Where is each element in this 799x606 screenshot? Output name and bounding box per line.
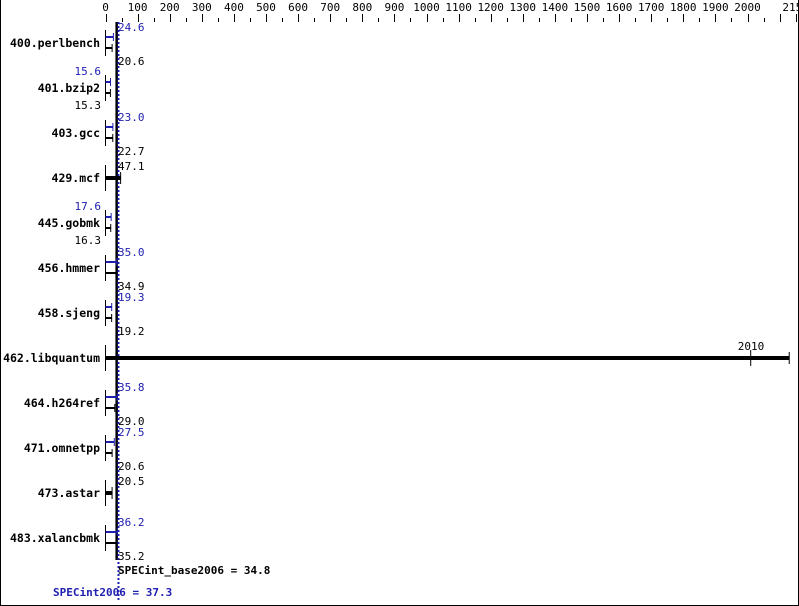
base-bar-429-mcf	[105, 176, 121, 180]
x-tick-label: 1600	[606, 1, 633, 14]
peak-value-label: 23.0	[118, 111, 145, 124]
base-value-label: 20.5	[118, 475, 145, 488]
peak-value-label: 36.2	[118, 516, 145, 529]
peak-value-label: 24.6	[118, 21, 145, 34]
x-tick-label: 200	[160, 1, 180, 14]
x-tick-label: 1000	[413, 1, 440, 14]
base-value-label: 15.3	[75, 99, 102, 112]
peak-value-label: 35.0	[118, 246, 145, 259]
summary-base-label: SPECint_base2006 = 34.8	[118, 564, 270, 577]
peak-value-label: 17.6	[75, 200, 102, 213]
x-tick-label: 700	[320, 1, 340, 14]
benchmark-label-458-sjeng: 458.sjeng	[38, 306, 100, 320]
benchmark-label-464-h264ref: 464.h264ref	[24, 396, 100, 410]
benchmark-label-401-bzip2: 401.bzip2	[38, 81, 100, 95]
benchmark-label-429-mcf: 429.mcf	[52, 171, 101, 185]
x-tick-label: 400	[224, 1, 244, 14]
x-tick-label: 1300	[510, 1, 537, 14]
x-tick-label: 500	[256, 1, 276, 14]
base-value-label: 20.6	[118, 55, 145, 68]
peak-value-label: 35.8	[118, 381, 145, 394]
x-tick-label: 0	[102, 1, 109, 14]
base-value-label: 35.2	[118, 550, 145, 563]
x-tick-label: 1400	[542, 1, 569, 14]
benchmark-label-462-libquantum: 462.libquantum	[3, 351, 100, 365]
benchmark-label-400-perlbench: 400.perlbench	[10, 36, 100, 50]
base-value-label: 22.7	[118, 145, 145, 158]
base-bar-473-astar	[105, 491, 113, 495]
base-value-label: 47.1	[118, 160, 145, 173]
x-tick-label: 800	[352, 1, 372, 14]
x-tick-label: 300	[192, 1, 212, 14]
benchmark-label-445-gobmk: 445.gobmk	[38, 216, 100, 230]
x-tick-label: 1100	[445, 1, 472, 14]
benchmark-label-456-hmmer: 456.hmmer	[38, 261, 100, 275]
x-tick-label: 900	[384, 1, 404, 14]
base-value-label: 20.6	[118, 460, 145, 473]
base-value-label: 29.0	[118, 415, 145, 428]
summary-peak-label: SPECint2006 = 37.3	[53, 586, 172, 599]
peak-value-label: 27.5	[118, 426, 145, 439]
x-tick-label: 1500	[574, 1, 601, 14]
base-bar-462-libquantum	[105, 356, 790, 360]
x-tick-label: 1900	[702, 1, 729, 14]
x-tick-label: 1800	[670, 1, 697, 14]
x-tick-label: 1700	[638, 1, 665, 14]
base-value-label: 2010	[738, 340, 765, 353]
x-tick-label: 600	[288, 1, 308, 14]
base-value-label: 34.9	[118, 280, 145, 293]
benchmark-label-473-astar: 473.astar	[38, 486, 100, 500]
x-tick-label: 2000	[734, 1, 761, 14]
base-value-label: 16.3	[75, 234, 102, 247]
base-value-label: 19.2	[118, 325, 145, 338]
x-tick-label: 1200	[477, 1, 504, 14]
x-tick-label: 100	[128, 1, 148, 14]
peak-value-label: 15.6	[75, 65, 102, 78]
benchmark-label-403-gcc: 403.gcc	[52, 126, 100, 140]
benchmark-label-471-omnetpp: 471.omnetpp	[24, 441, 100, 455]
peak-value-label: 19.3	[118, 291, 145, 304]
benchmark-label-483-xalancbmk: 483.xalancbmk	[10, 531, 100, 545]
x-tick-label: 2150	[782, 1, 799, 14]
